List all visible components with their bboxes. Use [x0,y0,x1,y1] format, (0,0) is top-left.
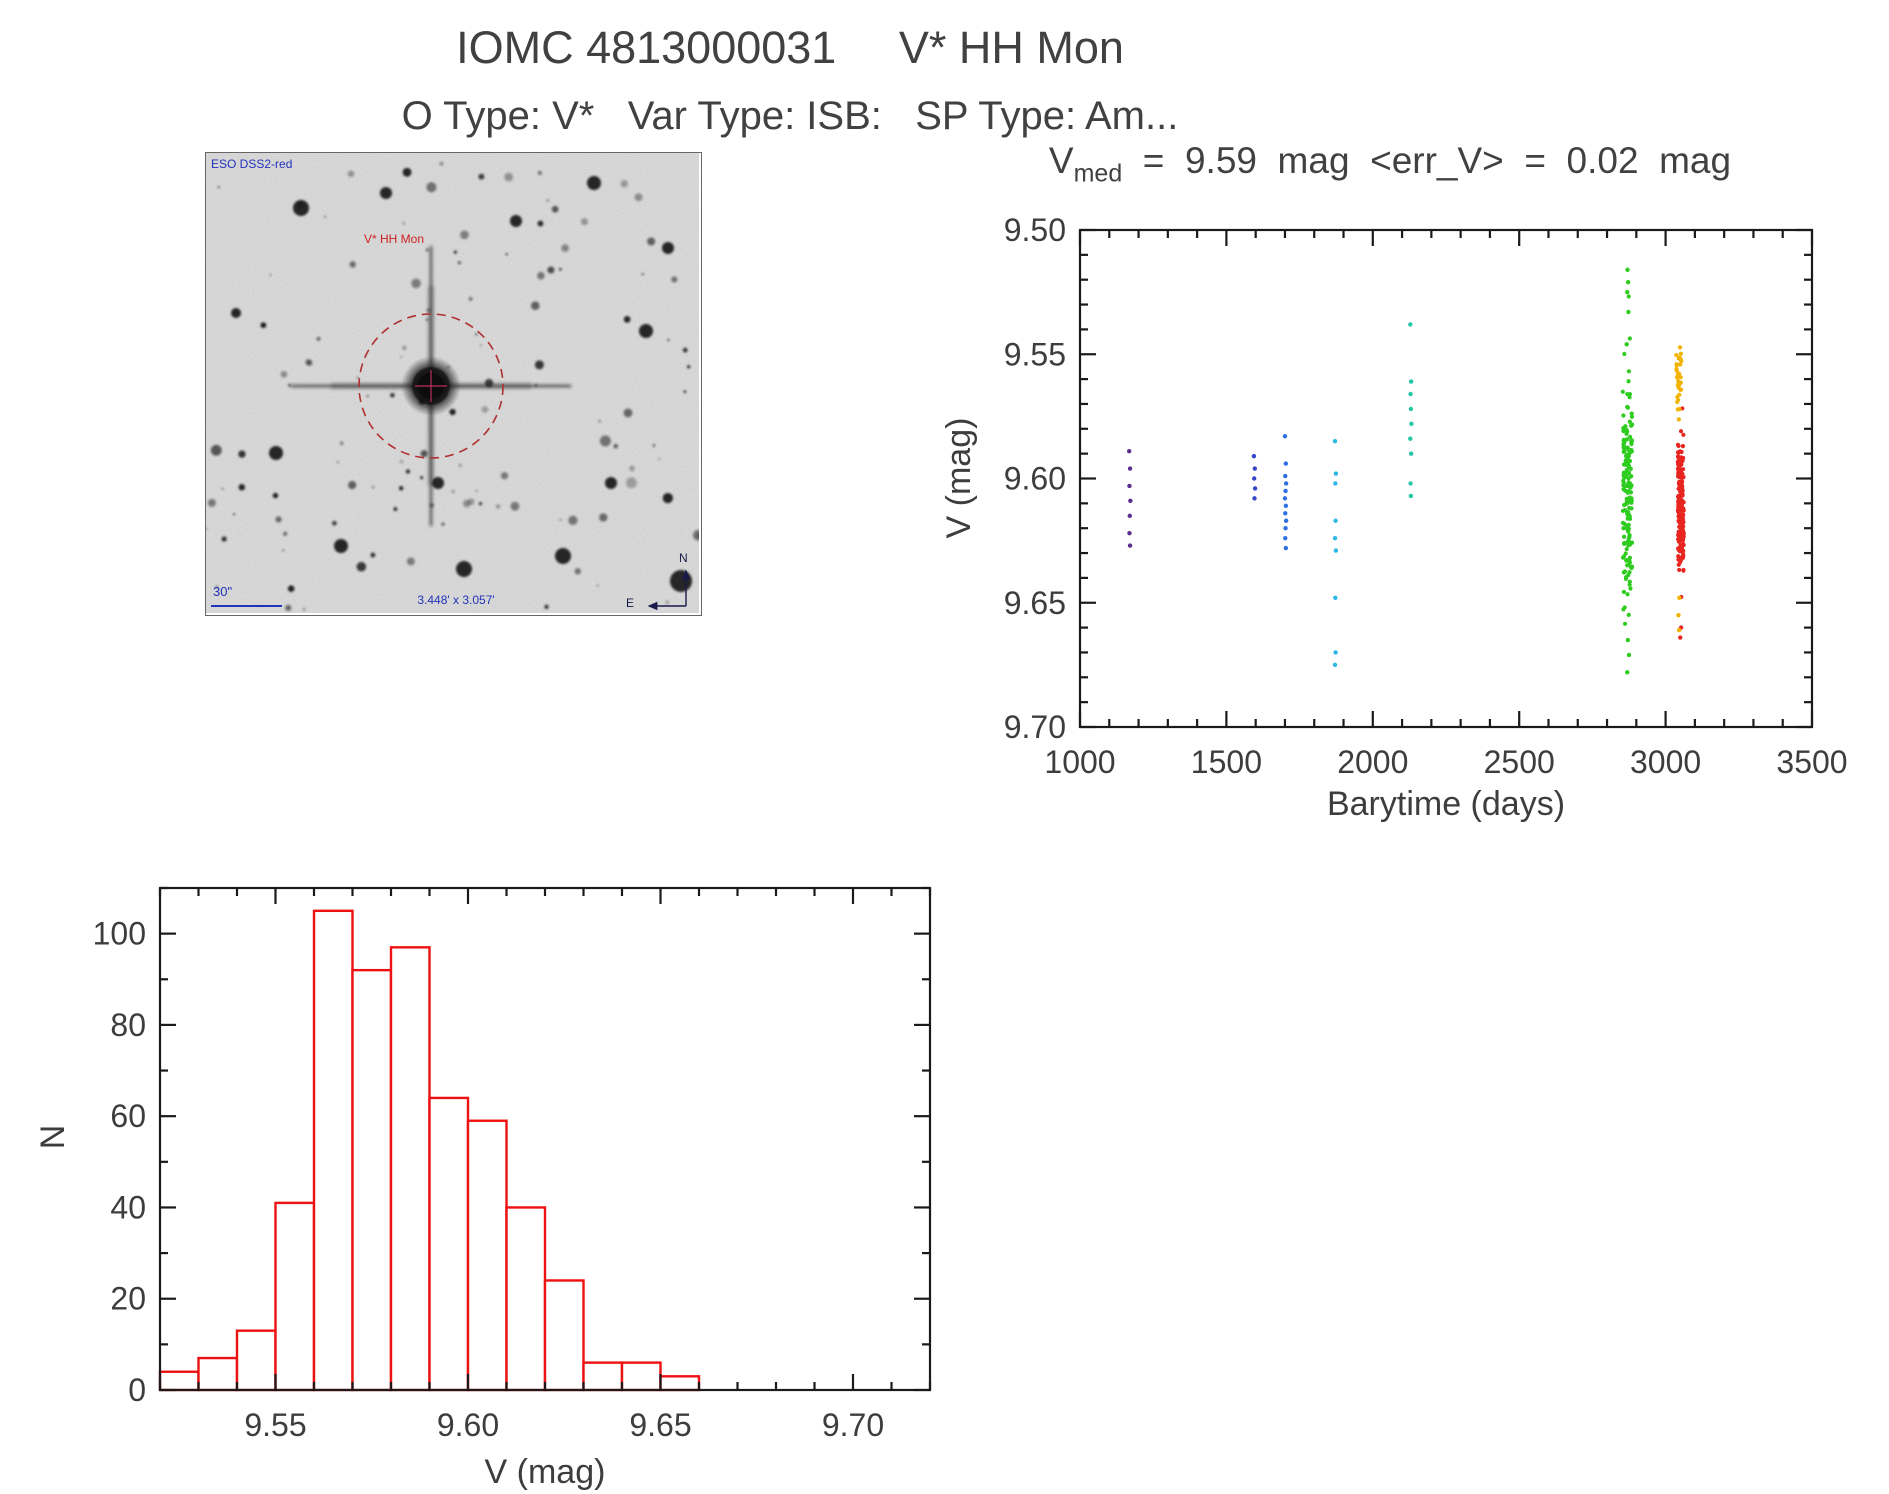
svg-text:60: 60 [110,1098,146,1134]
svg-text:1500: 1500 [1191,744,1262,780]
svg-text:9.55: 9.55 [244,1407,306,1443]
lightcurve-stats-title: Vmed = 9.59 mag <err_V> = 0.02 mag [900,140,1880,188]
lightcurve-y-axis-label: V (mag) [940,417,978,539]
svg-text:40: 40 [110,1189,146,1225]
page-title: IOMC 4813000031 V* HH Mon [456,22,1124,73]
target-marker-circle [358,313,504,459]
compass-east-label: E [626,596,635,610]
series-epoch-7 [1675,406,1686,640]
svg-text:1000: 1000 [1044,744,1115,780]
histogram-panel: 9.55 9.60 9.65 9.70 0 20 40 60 80 100 V (mag) N [30,858,990,1494]
histogram-plot: 9.55 9.60 9.65 9.70 0 20 40 60 80 100 [93,886,932,1443]
svg-text:9.70: 9.70 [822,1407,884,1443]
histogram-y-axis-label: N [34,1124,72,1150]
light-curve-panel: Vmed = 9.59 mag <err_V> = 0.02 mag 1000 1… [900,140,1880,840]
histogram-x-axis-label: V (mag) [484,1453,606,1491]
target-star-label: V* HH Mon [364,232,425,246]
star-field-image [206,153,699,613]
compass-north-label: N [679,551,688,565]
fov-size-label: 3.448' x 3.057' [417,593,495,607]
svg-text:9.50: 9.50 [1004,212,1066,248]
svg-text:0: 0 [128,1372,146,1408]
lightcurve-x-axis-label: Barytime (days) [1326,785,1566,823]
finding-chart: ESO DSS2-red V* HH Mon 30" 3.448' x 3.05… [205,152,702,616]
page-subtitle: O Type: V* Var Type: ISB: SP Type: Am... [401,94,1179,138]
scale-bar-label: 30" [213,584,233,599]
svg-text:9.60: 9.60 [437,1407,499,1443]
svg-text:9.55: 9.55 [1004,336,1066,372]
svg-text:20: 20 [110,1281,146,1317]
svg-text:80: 80 [110,1007,146,1043]
background-stars [206,161,699,612]
vmed-prefix: V [1048,140,1074,181]
series-epoch-1 [1126,448,1133,548]
svg-text:9.70: 9.70 [1004,709,1066,745]
svg-text:3500: 3500 [1776,744,1847,780]
vmed-stats-text: = 9.59 mag <err_V> = 0.02 mag [1122,140,1732,181]
series-epoch-6 [1620,267,1635,675]
svg-text:3000: 3000 [1630,744,1701,780]
series-epoch-3 [1282,434,1289,551]
series-epoch-4 [1332,439,1339,668]
svg-text:2500: 2500 [1484,744,1555,780]
series-epoch-8 [1674,345,1684,633]
svg-text:2000: 2000 [1337,744,1408,780]
survey-label: ESO DSS2-red [211,157,293,171]
series-epoch-2 [1251,453,1258,501]
vmed-subscript: med [1073,159,1123,188]
svg-text:100: 100 [93,916,146,952]
svg-text:9.65: 9.65 [1004,585,1066,621]
svg-text:9.60: 9.60 [1004,461,1066,497]
lightcurve-plot: 1000 1500 2000 2500 3000 3500 9.50 9.55 9.60 9.65… [1004,212,1848,780]
svg-text:9.65: 9.65 [629,1407,691,1443]
series-epoch-5 [1408,322,1414,499]
